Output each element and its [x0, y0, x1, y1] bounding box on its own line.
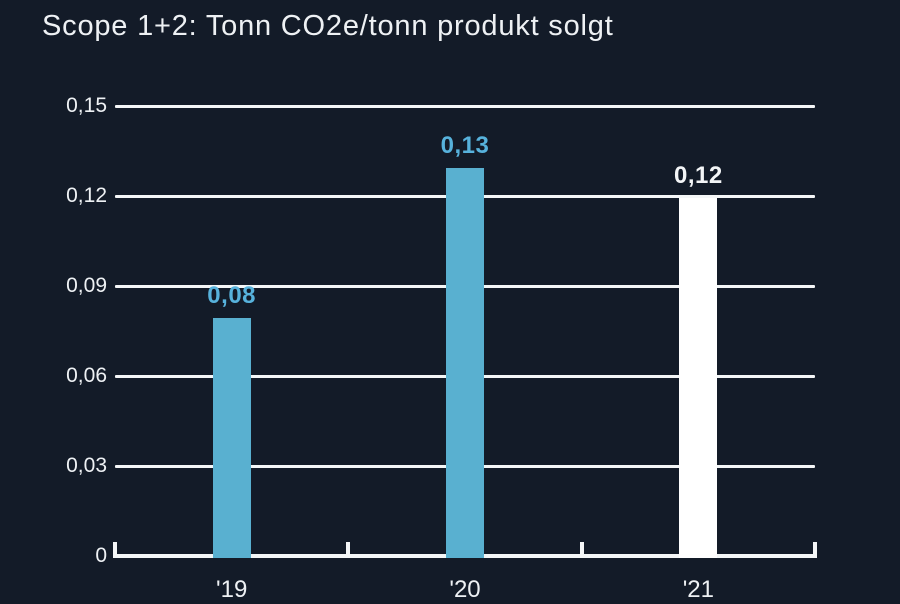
x-axis-tick	[579, 542, 584, 554]
x-axis-category-label: '20	[449, 576, 481, 603]
x-axis-tick	[346, 542, 351, 554]
y-axis-tick-label: 0,03	[66, 454, 107, 477]
bar-value-label: 0,13	[440, 132, 490, 159]
y-axis-tick-label: 0,12	[66, 184, 107, 207]
chart-title: Scope 1+2: Tonn CO2e/tonn produkt solgt	[42, 10, 614, 42]
y-axis-tick-label: 0,15	[66, 94, 107, 117]
bar-value-label: 0,08	[207, 282, 257, 309]
x-axis-category-label: '21	[682, 576, 714, 603]
bar-value-label: 0,12	[673, 162, 723, 189]
x-axis-tick	[113, 542, 117, 554]
x-axis-category-label: '19	[216, 576, 248, 603]
y-axis-tick-label: 0,06	[66, 364, 107, 387]
y-axis-tick-label: 0,09	[66, 274, 107, 297]
bar-19	[212, 318, 251, 558]
bar-20	[446, 168, 484, 558]
y-axis-tick-label: 0	[95, 544, 107, 567]
gridline	[115, 105, 815, 108]
x-axis-tick	[813, 542, 817, 554]
bar-21	[679, 198, 718, 558]
